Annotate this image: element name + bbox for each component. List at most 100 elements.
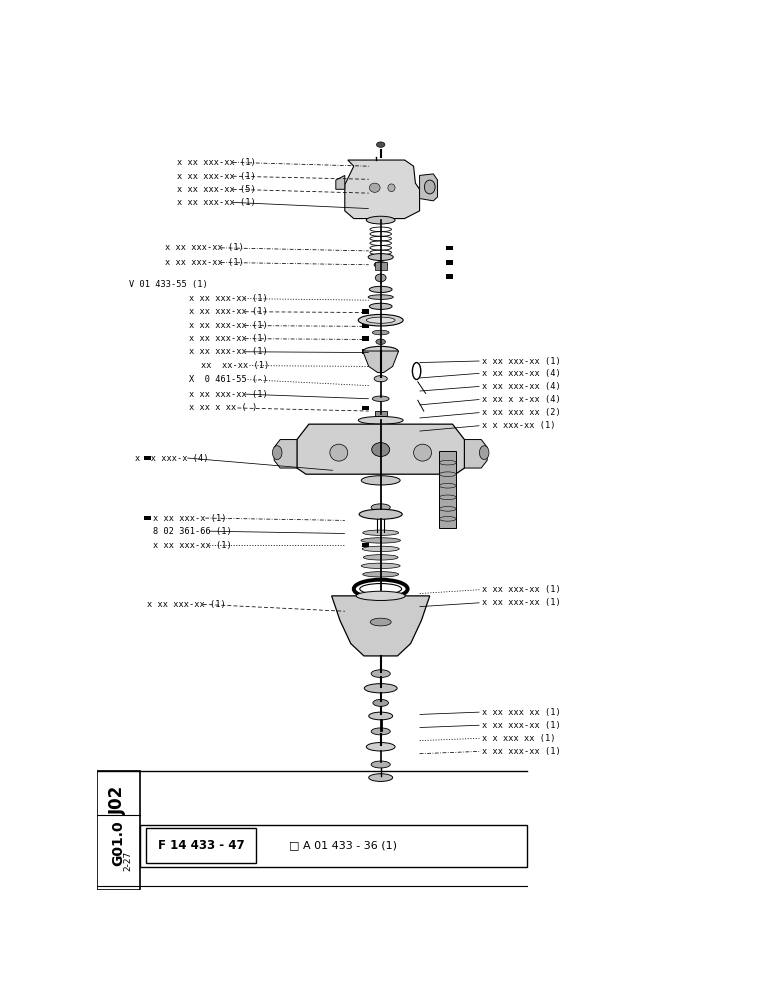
Text: x xx xxx-xx (1): x xx xxx-xx (1) bbox=[189, 294, 268, 303]
Ellipse shape bbox=[377, 142, 385, 147]
Text: x xx xxx-xx (1): x xx xxx-xx (1) bbox=[482, 721, 561, 730]
Bar bbox=[374, 411, 387, 420]
Ellipse shape bbox=[362, 546, 399, 552]
Text: xx  xx-xx (1): xx xx-xx (1) bbox=[201, 361, 269, 370]
Ellipse shape bbox=[371, 761, 391, 768]
Text: x xx xxx-xx (1): x xx xxx-xx (1) bbox=[178, 158, 256, 167]
Text: x xx xxx-xx (5): x xx xxx-xx (5) bbox=[178, 185, 256, 194]
Ellipse shape bbox=[368, 295, 393, 299]
Bar bbox=[140, 825, 527, 867]
Ellipse shape bbox=[376, 339, 385, 344]
Ellipse shape bbox=[414, 444, 432, 461]
Text: x x xxx xx (1): x x xxx xx (1) bbox=[482, 734, 556, 743]
Ellipse shape bbox=[372, 443, 390, 456]
Text: x xx xxx-xx (1): x xx xxx-xx (1) bbox=[147, 600, 226, 609]
Ellipse shape bbox=[371, 728, 391, 735]
Polygon shape bbox=[336, 175, 345, 189]
Text: x xx xxx xx (2): x xx xxx xx (2) bbox=[482, 408, 561, 417]
Ellipse shape bbox=[368, 254, 393, 261]
Ellipse shape bbox=[373, 699, 388, 706]
Ellipse shape bbox=[364, 555, 398, 560]
Text: x xx xxx-xx (1): x xx xxx-xx (1) bbox=[178, 198, 256, 207]
Text: 8 02 361-66 (1): 8 02 361-66 (1) bbox=[154, 527, 232, 536]
Ellipse shape bbox=[330, 444, 348, 461]
Bar bbox=[446, 246, 453, 250]
Text: x xx xxx-xx (4): x xx xxx-xx (4) bbox=[482, 382, 561, 391]
Ellipse shape bbox=[361, 563, 400, 569]
Text: x x xxx-xx (1): x x xxx-xx (1) bbox=[482, 421, 556, 430]
Bar bbox=[374, 262, 387, 270]
Ellipse shape bbox=[374, 376, 388, 382]
Ellipse shape bbox=[369, 712, 393, 720]
Ellipse shape bbox=[367, 317, 395, 323]
Ellipse shape bbox=[361, 476, 400, 485]
Text: x xx x x-xx (4): x xx x x-xx (4) bbox=[482, 395, 561, 404]
Ellipse shape bbox=[388, 184, 395, 192]
Bar bbox=[362, 323, 369, 328]
Text: x xx xxx-xx (1): x xx xxx-xx (1) bbox=[165, 258, 244, 267]
Polygon shape bbox=[274, 440, 297, 468]
Bar bbox=[96, 771, 140, 890]
Bar bbox=[146, 828, 256, 863]
Ellipse shape bbox=[369, 303, 392, 309]
Text: x xx xxx-xx (1): x xx xxx-xx (1) bbox=[482, 585, 561, 594]
Ellipse shape bbox=[369, 286, 392, 292]
Text: J02: J02 bbox=[109, 786, 127, 815]
Ellipse shape bbox=[356, 591, 405, 600]
Ellipse shape bbox=[363, 572, 398, 577]
Ellipse shape bbox=[367, 216, 395, 224]
Ellipse shape bbox=[369, 183, 380, 192]
Text: 2-27: 2-27 bbox=[123, 850, 132, 871]
Ellipse shape bbox=[358, 314, 403, 326]
Ellipse shape bbox=[369, 774, 393, 781]
Bar bbox=[439, 451, 456, 528]
Bar bbox=[362, 160, 369, 165]
Ellipse shape bbox=[358, 416, 403, 424]
Text: G01.0: G01.0 bbox=[111, 821, 125, 866]
Text: x xx xxx-xx (1): x xx xxx-xx (1) bbox=[482, 747, 561, 756]
Text: x xx xxx-x (1): x xx xxx-x (1) bbox=[154, 514, 227, 523]
Bar bbox=[144, 516, 151, 520]
Ellipse shape bbox=[371, 618, 391, 626]
Bar bbox=[362, 406, 369, 410]
Polygon shape bbox=[363, 351, 398, 373]
Ellipse shape bbox=[372, 330, 389, 335]
Bar bbox=[362, 349, 369, 354]
Text: X  0 461-55 (-): X 0 461-55 (-) bbox=[189, 375, 268, 384]
Ellipse shape bbox=[371, 504, 391, 511]
Ellipse shape bbox=[371, 670, 391, 677]
Ellipse shape bbox=[374, 262, 388, 268]
Text: x xx xxx-xx (1): x xx xxx-xx (1) bbox=[482, 357, 561, 366]
Ellipse shape bbox=[425, 180, 435, 194]
Text: x xx xxx-xx (1): x xx xxx-xx (1) bbox=[154, 541, 232, 550]
Ellipse shape bbox=[364, 346, 398, 356]
Text: □ A 01 433 - 36 (1): □ A 01 433 - 36 (1) bbox=[290, 841, 397, 851]
Ellipse shape bbox=[273, 446, 282, 460]
Bar bbox=[96, 771, 695, 890]
Ellipse shape bbox=[363, 530, 398, 535]
Text: x xx xxx-xx (1): x xx xxx-xx (1) bbox=[189, 334, 268, 343]
Ellipse shape bbox=[367, 743, 395, 751]
Ellipse shape bbox=[375, 274, 386, 282]
Text: F 14 433 - 47: F 14 433 - 47 bbox=[157, 839, 244, 852]
Text: x xx xxx xx (1): x xx xxx xx (1) bbox=[482, 708, 561, 717]
Polygon shape bbox=[465, 440, 487, 468]
Bar bbox=[362, 543, 369, 547]
Bar bbox=[362, 336, 369, 341]
Polygon shape bbox=[345, 160, 420, 219]
Text: x xx xxx-xx (1): x xx xxx-xx (1) bbox=[178, 172, 256, 181]
Ellipse shape bbox=[360, 584, 401, 594]
Text: x xx xxx-xx (1): x xx xxx-xx (1) bbox=[189, 347, 268, 356]
Text: x xx xxx-xx (1): x xx xxx-xx (1) bbox=[482, 598, 561, 607]
Text: x xx x xx ( ): x xx x xx ( ) bbox=[189, 403, 258, 412]
Text: x xx xxx-xx (1): x xx xxx-xx (1) bbox=[165, 243, 244, 252]
Text: x  x xxx-x (4): x x xxx-x (4) bbox=[135, 454, 209, 463]
Text: x xx xxx-xx (1): x xx xxx-xx (1) bbox=[189, 321, 268, 330]
Bar bbox=[144, 456, 151, 460]
Ellipse shape bbox=[372, 396, 389, 401]
Bar bbox=[446, 274, 453, 279]
Polygon shape bbox=[420, 174, 438, 201]
Ellipse shape bbox=[361, 538, 401, 543]
Ellipse shape bbox=[364, 684, 397, 693]
Polygon shape bbox=[297, 424, 465, 474]
